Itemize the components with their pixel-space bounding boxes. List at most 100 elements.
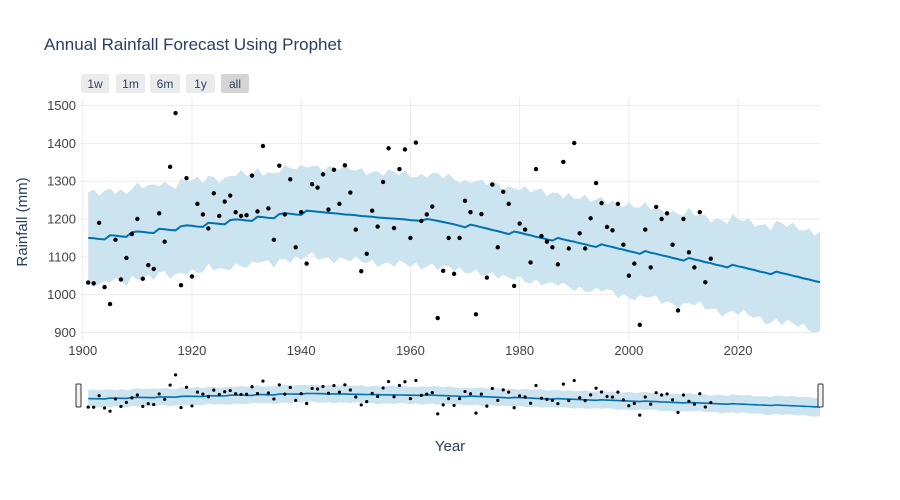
y-tick-label: 1400 xyxy=(47,136,76,151)
actual-point xyxy=(517,221,522,226)
actual-point xyxy=(342,163,348,168)
actual-point xyxy=(599,200,604,206)
actual-point xyxy=(686,250,692,255)
actual-point xyxy=(555,262,561,267)
actual-point xyxy=(309,182,315,187)
slider-point xyxy=(212,388,216,392)
actual-point xyxy=(249,173,255,178)
actual-point xyxy=(561,159,566,165)
actual-point xyxy=(124,255,129,261)
slider-point xyxy=(670,398,675,402)
actual-point xyxy=(271,237,277,242)
actual-point xyxy=(419,218,424,224)
range-button-1m[interactable]: 1m xyxy=(116,74,145,93)
slider-point xyxy=(119,404,123,409)
actual-point xyxy=(255,209,260,214)
actual-point xyxy=(522,227,528,232)
actual-point xyxy=(604,224,610,230)
actual-point xyxy=(184,175,189,181)
actual-point xyxy=(293,245,298,250)
slider-point xyxy=(610,395,615,399)
slider-handle-right[interactable] xyxy=(817,383,824,408)
actual-point xyxy=(593,180,599,186)
actual-point xyxy=(146,262,151,268)
actual-point xyxy=(670,242,675,247)
actual-point xyxy=(113,237,118,242)
actual-point xyxy=(206,226,211,231)
slider-point xyxy=(376,394,380,399)
slider-point xyxy=(539,396,544,400)
actual-point xyxy=(140,276,146,281)
slider-point xyxy=(294,398,298,402)
actual-point xyxy=(260,143,266,149)
actual-point xyxy=(632,261,637,266)
slider-point xyxy=(649,402,653,406)
x-axis-title: Year xyxy=(435,438,465,455)
actual-point xyxy=(637,322,642,328)
actual-point xyxy=(566,246,571,251)
slider-point xyxy=(692,402,696,406)
actual-point xyxy=(282,212,287,217)
slider-point xyxy=(698,392,702,396)
slider-point xyxy=(703,405,707,409)
range-button-label: all xyxy=(229,77,241,91)
slider-point xyxy=(534,383,538,388)
actual-point xyxy=(288,177,293,182)
slider-point xyxy=(310,386,314,390)
actual-point xyxy=(484,275,490,280)
actual-point xyxy=(408,235,413,241)
range-button-bg xyxy=(81,74,109,93)
slider-point xyxy=(332,384,336,388)
slider-point xyxy=(86,405,90,409)
y-tick-labels: 900 1000 1100 1200 1300 1400 1500 xyxy=(47,98,76,340)
actual-point xyxy=(397,166,402,172)
uncertainty-band-area xyxy=(88,164,820,333)
slider-point xyxy=(616,390,620,394)
slider-point xyxy=(326,391,331,395)
actual-point xyxy=(659,216,664,222)
slider-point xyxy=(179,405,183,410)
slider-point xyxy=(157,392,161,396)
slider-point xyxy=(605,394,609,399)
actual-point xyxy=(173,110,178,116)
actual-point xyxy=(129,231,135,237)
actual-point xyxy=(222,199,227,204)
slider-point xyxy=(365,400,369,404)
slider-point xyxy=(92,405,96,409)
x-tick-label: 1940 xyxy=(287,343,316,358)
range-button-label: 1w xyxy=(87,77,103,91)
slider-point xyxy=(184,385,189,389)
slider-point xyxy=(168,383,172,387)
range-button-1y[interactable]: 1y xyxy=(186,74,215,93)
slider-point xyxy=(272,397,276,401)
slider-point xyxy=(441,403,445,407)
slider-point xyxy=(359,403,363,407)
actual-point xyxy=(369,208,375,213)
slider-point xyxy=(305,401,309,406)
actual-point xyxy=(675,308,681,313)
actual-point xyxy=(178,282,184,288)
slider-point xyxy=(135,393,139,397)
slider-point xyxy=(299,392,303,396)
actual-point xyxy=(582,246,588,251)
slider-point xyxy=(130,396,134,400)
slider-point xyxy=(173,373,178,377)
actual-point xyxy=(413,140,419,145)
slider-handle-left[interactable] xyxy=(75,383,82,408)
actual-point xyxy=(96,220,102,225)
actual-point xyxy=(162,239,167,244)
range-button-all[interactable]: all xyxy=(221,74,249,93)
range-button-1w[interactable]: 1w xyxy=(81,74,109,93)
slider-point xyxy=(163,397,167,401)
range-button-6m[interactable]: 6m xyxy=(150,74,180,93)
slider-point xyxy=(643,395,647,399)
range-slider[interactable] xyxy=(75,372,824,418)
y-axis-title: Rainfall (mm) xyxy=(14,177,31,266)
slider-point xyxy=(228,388,232,393)
actual-point xyxy=(681,216,686,222)
forecast-line xyxy=(88,209,821,284)
slider-point xyxy=(545,397,549,401)
slider-forecast-line xyxy=(88,392,821,408)
slider-point xyxy=(709,400,713,405)
